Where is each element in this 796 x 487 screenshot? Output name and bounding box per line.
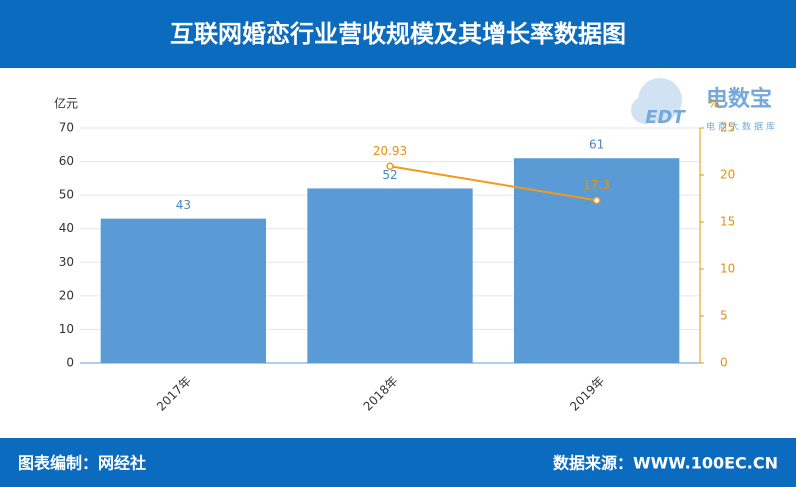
header-bar bbox=[0, 0, 796, 68]
bar bbox=[514, 158, 680, 363]
line-point bbox=[386, 162, 394, 171]
footer-right: 数据来源：WWW.100EC.CN bbox=[553, 454, 778, 473]
y2-tick-label: 25 bbox=[720, 121, 735, 135]
bar-value-label: 43 bbox=[176, 198, 191, 212]
y-tick-label: 10 bbox=[59, 322, 74, 336]
line-value-label: 20.93 bbox=[373, 144, 407, 158]
y-tick-label: 50 bbox=[59, 188, 74, 202]
y2-tick-label: 20 bbox=[720, 168, 735, 182]
y-tick-label: 60 bbox=[59, 154, 74, 168]
logo: EDT 电数宝 电商大数据库 bbox=[631, 78, 778, 133]
y2-tick-label: 0 bbox=[720, 356, 728, 370]
logo-mark: EDT bbox=[645, 107, 686, 128]
bar bbox=[100, 218, 267, 363]
line bbox=[389, 165, 597, 202]
footer-bar bbox=[0, 438, 796, 487]
footer-left: 图表编制：网经社 bbox=[18, 454, 146, 473]
y-tick-label: 20 bbox=[59, 288, 74, 302]
bar-value-label: 61 bbox=[589, 138, 604, 152]
y-axis-label: 亿元 bbox=[54, 96, 78, 111]
logo-name: 电数宝 bbox=[706, 86, 772, 112]
line-value-label: 17.3 bbox=[583, 178, 610, 192]
line-point bbox=[592, 196, 601, 205]
y-tick-label: 30 bbox=[59, 255, 74, 269]
y-tick-label: 40 bbox=[59, 221, 74, 235]
title: 互联网婚恋行业营收规模及其增长率数据图 bbox=[170, 20, 626, 48]
logo-sub: 电商大数据库 bbox=[706, 121, 778, 133]
logo-cloud bbox=[631, 96, 659, 124]
bar bbox=[307, 188, 473, 363]
y-tick-label: 70 bbox=[59, 121, 74, 135]
bar-value-label: 52 bbox=[382, 168, 397, 182]
y-tick-label: 0 bbox=[66, 356, 74, 370]
y2-tick-label: 15 bbox=[720, 215, 735, 229]
y2-tick-label: 10 bbox=[720, 262, 735, 276]
y2-tick-label: 5 bbox=[720, 309, 728, 323]
y2-axis-label: % bbox=[708, 97, 719, 111]
